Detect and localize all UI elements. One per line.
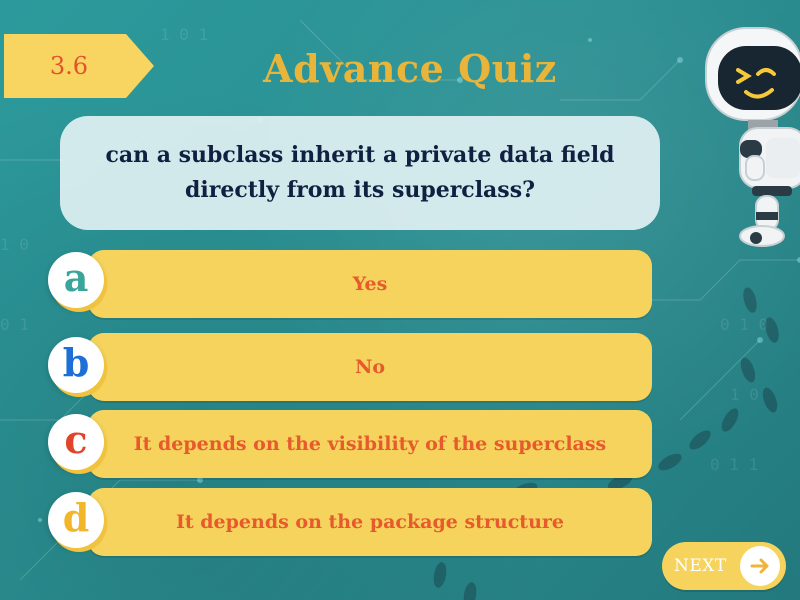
option-b-label: No: [354, 356, 386, 378]
page-title: Advance Quiz: [263, 45, 557, 91]
option-a-letter-badge[interactable]: a: [48, 252, 104, 308]
option-b-letter: b: [62, 340, 90, 385]
svg-text:0 1 1: 0 1 1: [710, 455, 758, 474]
option-b-button[interactable]: No: [88, 333, 652, 401]
question-number-badge: 3.6: [4, 34, 154, 98]
option-a-letter: a: [63, 255, 89, 300]
robot-icon: [705, 27, 800, 247]
option-c-letter-badge[interactable]: c: [48, 414, 104, 470]
robot-mascot: [696, 22, 800, 252]
option-b-letter-badge[interactable]: b: [48, 337, 104, 393]
svg-text:0 1: 0 1: [0, 315, 29, 334]
next-button[interactable]: NEXT: [662, 542, 786, 590]
option-c-button[interactable]: It depends on the visibility of the supe…: [88, 410, 652, 478]
option-c-letter: c: [64, 417, 88, 462]
option-d-button[interactable]: It depends on the package structure: [88, 488, 652, 556]
option-a-label: Yes: [352, 273, 388, 295]
option-c-label: It depends on the visibility of the supe…: [133, 433, 607, 455]
svg-text:1 0: 1 0: [0, 235, 29, 254]
question-number: 3.6: [49, 52, 89, 80]
next-label: NEXT: [674, 556, 727, 576]
arrow-right-icon: [740, 546, 780, 586]
svg-text:0 1 0: 0 1 0: [720, 315, 768, 334]
option-d-label: It depends on the package structure: [175, 511, 564, 533]
question-card: can a subclass inherit a private data fi…: [60, 116, 660, 230]
svg-text:1 0: 1 0: [730, 385, 759, 404]
svg-text:1 0 1: 1 0 1: [160, 25, 208, 44]
option-d-letter-badge[interactable]: d: [48, 492, 104, 548]
option-d-letter: d: [62, 495, 90, 540]
question-text: can a subclass inherit a private data fi…: [105, 142, 615, 203]
option-a-button[interactable]: Yes: [88, 250, 652, 318]
